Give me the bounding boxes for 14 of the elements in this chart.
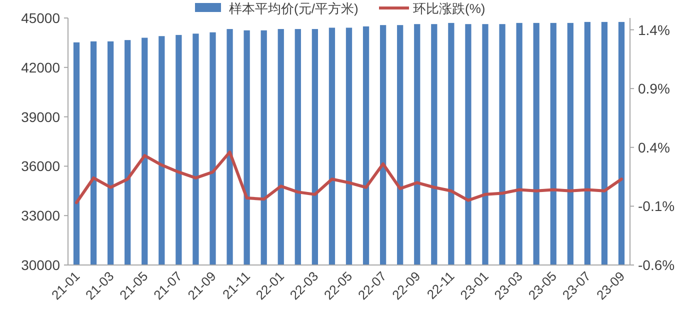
y2-tick-label: 1.4% bbox=[638, 22, 670, 38]
y-tick-label: 36000 bbox=[21, 158, 60, 174]
y-tick-label: 42000 bbox=[21, 59, 60, 76]
legend-label: 环比涨跌(%) bbox=[413, 1, 486, 16]
y2-tick-label: -0.6% bbox=[638, 257, 675, 273]
y2-tick-label: 0.4% bbox=[638, 139, 670, 156]
y2-tick-label: -0.1% bbox=[638, 198, 675, 214]
legend-label: 样本平均价(元/平方米) bbox=[229, 1, 358, 16]
y2-tick-label: 0.9% bbox=[638, 80, 670, 97]
y-tick-label: 30000 bbox=[21, 257, 60, 273]
y-tick-label: 45000 bbox=[21, 10, 60, 26]
y-tick-label: 33000 bbox=[21, 208, 60, 224]
y-tick-label: 39000 bbox=[21, 108, 60, 125]
line-series bbox=[75, 150, 623, 204]
